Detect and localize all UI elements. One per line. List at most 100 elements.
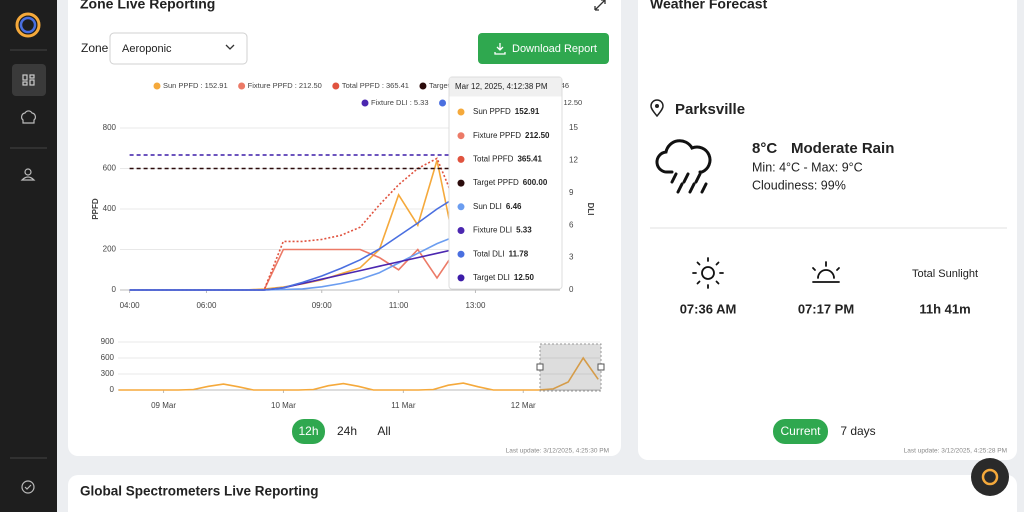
y-tick-label: 0 xyxy=(112,285,117,294)
y-tick-label: 800 xyxy=(103,123,117,132)
tooltip-marker xyxy=(457,250,465,258)
tooltip-value: 12.50 xyxy=(514,273,535,282)
y-tick-label: 400 xyxy=(103,204,117,213)
range-selector xyxy=(539,343,602,392)
range-24h[interactable]: 24h xyxy=(337,424,357,438)
nav-user[interactable] xyxy=(20,168,36,181)
sunset-icon xyxy=(812,261,840,283)
pin-dot xyxy=(655,104,659,108)
tooltip-name: Target PPFD xyxy=(473,178,519,187)
cloudiness: Cloudiness: 99% xyxy=(752,178,846,192)
chat-button[interactable] xyxy=(971,458,1009,496)
x-tick-label: 09 Mar xyxy=(151,401,176,410)
download-button[interactable] xyxy=(478,33,609,64)
sunlight-label: Total Sunlight xyxy=(912,268,978,280)
y-axis-label: PPFD xyxy=(91,198,100,220)
tooltip-value: 600.00 xyxy=(523,178,548,187)
legend-marker xyxy=(153,82,161,90)
y2-tick-label: 3 xyxy=(569,253,574,262)
dashboard-icon xyxy=(22,74,35,86)
tooltip-marker xyxy=(457,108,465,116)
tooltip-value: 5.33 xyxy=(516,226,532,235)
legend-label: Total PPFD : 365.41 xyxy=(342,81,409,90)
legend-label: Fixture DLI : 5.33 xyxy=(371,98,429,107)
panel-title: Zone Live Reporting xyxy=(80,0,215,12)
tooltip-marker xyxy=(457,155,465,163)
tab-7days[interactable]: 7 days xyxy=(840,424,875,438)
rain-cloud-icon xyxy=(655,139,712,194)
legend-label: Sun PPFD : 152.91 xyxy=(163,81,228,90)
legend-marker xyxy=(419,82,427,90)
min-max: Min: 4°C - Max: 9°C xyxy=(752,160,863,174)
range-12h[interactable] xyxy=(292,419,325,444)
tooltip-marker xyxy=(457,274,465,282)
y2-axis-label: DLI xyxy=(586,203,595,216)
range-label: 12h xyxy=(298,424,318,438)
y-tick-label: 300 xyxy=(101,369,115,378)
tooltip-name: Target DLI xyxy=(473,273,510,282)
temperature: 8°C xyxy=(752,140,777,157)
tooltip-value: 152.91 xyxy=(515,107,540,116)
x-tick-label: 11:00 xyxy=(389,301,409,310)
tooltip-value: 212.50 xyxy=(525,131,550,140)
panel-title: Weather Forecast xyxy=(650,0,768,12)
selector-handle[interactable] xyxy=(597,363,605,371)
tooltip-name: Total PPFD xyxy=(473,155,514,164)
condition: Moderate Rain xyxy=(791,140,894,157)
sunrise-icon xyxy=(692,257,724,289)
y2-tick-label: 9 xyxy=(569,188,574,197)
panel-title: Global Spectrometers Live Reporting xyxy=(80,484,319,499)
tooltip-marker xyxy=(457,227,465,234)
tooltip-name: Sun DLI xyxy=(473,202,502,211)
tab-current[interactable] xyxy=(773,419,828,444)
range-all[interactable]: All xyxy=(377,424,390,438)
last-update: Last update: 3/12/2025, 4:25:30 PM xyxy=(506,448,609,455)
tooltip-box xyxy=(448,76,563,290)
tooltip-value: 11.78 xyxy=(509,249,529,258)
tooltip-value: 6.46 xyxy=(506,202,522,211)
expand-icon[interactable] xyxy=(594,0,606,11)
y-tick-label: 0 xyxy=(110,385,115,394)
tab-label: Current xyxy=(780,424,821,438)
tooltip: Mar 12, 2025, 4:12:38 PM Sun PPFD 152.91 Fi… xyxy=(448,76,563,290)
x-tick-label: 11 Mar xyxy=(391,401,416,410)
y2-tick-label: 0 xyxy=(569,285,574,294)
zone-value: Aeroponic xyxy=(122,43,172,55)
legend-label: Fixture PPFD : 212.50 xyxy=(248,81,322,90)
download-label: Download Report xyxy=(512,43,597,55)
y-tick-label: 200 xyxy=(103,245,117,254)
tooltip-marker xyxy=(457,132,465,140)
logo-inner xyxy=(19,16,37,34)
y-tick-label: 600 xyxy=(101,353,115,362)
sunset: 07:17 PM xyxy=(798,301,854,316)
spectrometers-panel xyxy=(68,475,1017,512)
tooltip-marker xyxy=(457,179,465,187)
zone-select[interactable] xyxy=(109,32,248,65)
selector-handle[interactable] xyxy=(536,363,544,371)
tooltip-name: Total DLI xyxy=(473,249,505,258)
sidebar xyxy=(0,0,57,512)
chevron xyxy=(225,44,235,50)
tooltip-name: Fixture PPFD xyxy=(473,131,521,140)
logo[interactable] xyxy=(15,12,41,38)
nav-chef[interactable] xyxy=(21,110,36,124)
last-update: Last update: 3/12/2025, 4:25:28 PM xyxy=(904,448,1007,455)
x-tick-label: 13:00 xyxy=(465,301,486,310)
x-tick-label: 10 Mar xyxy=(271,401,296,410)
nav-settings[interactable] xyxy=(21,480,35,494)
tooltip-marker xyxy=(457,203,465,211)
nav-dashboard[interactable] xyxy=(12,64,46,96)
y2-tick-label: 12 xyxy=(569,156,578,165)
x-tick-label: 06:00 xyxy=(196,301,217,310)
y2-tick-label: 6 xyxy=(569,220,574,229)
legend-marker xyxy=(361,99,369,107)
y-tick-label: 900 xyxy=(101,337,115,346)
download-icon xyxy=(494,43,506,55)
tooltip-title: Mar 12, 2025, 4:12:38 PM xyxy=(455,82,548,91)
y-tick-label: 600 xyxy=(103,164,117,173)
weather-panel xyxy=(638,0,1017,460)
tooltip-value: 365.41 xyxy=(517,155,542,164)
tooltip-name: Fixture DLI xyxy=(473,226,512,235)
x-tick-label: 12 Mar xyxy=(511,401,536,410)
pin-icon xyxy=(650,99,664,118)
